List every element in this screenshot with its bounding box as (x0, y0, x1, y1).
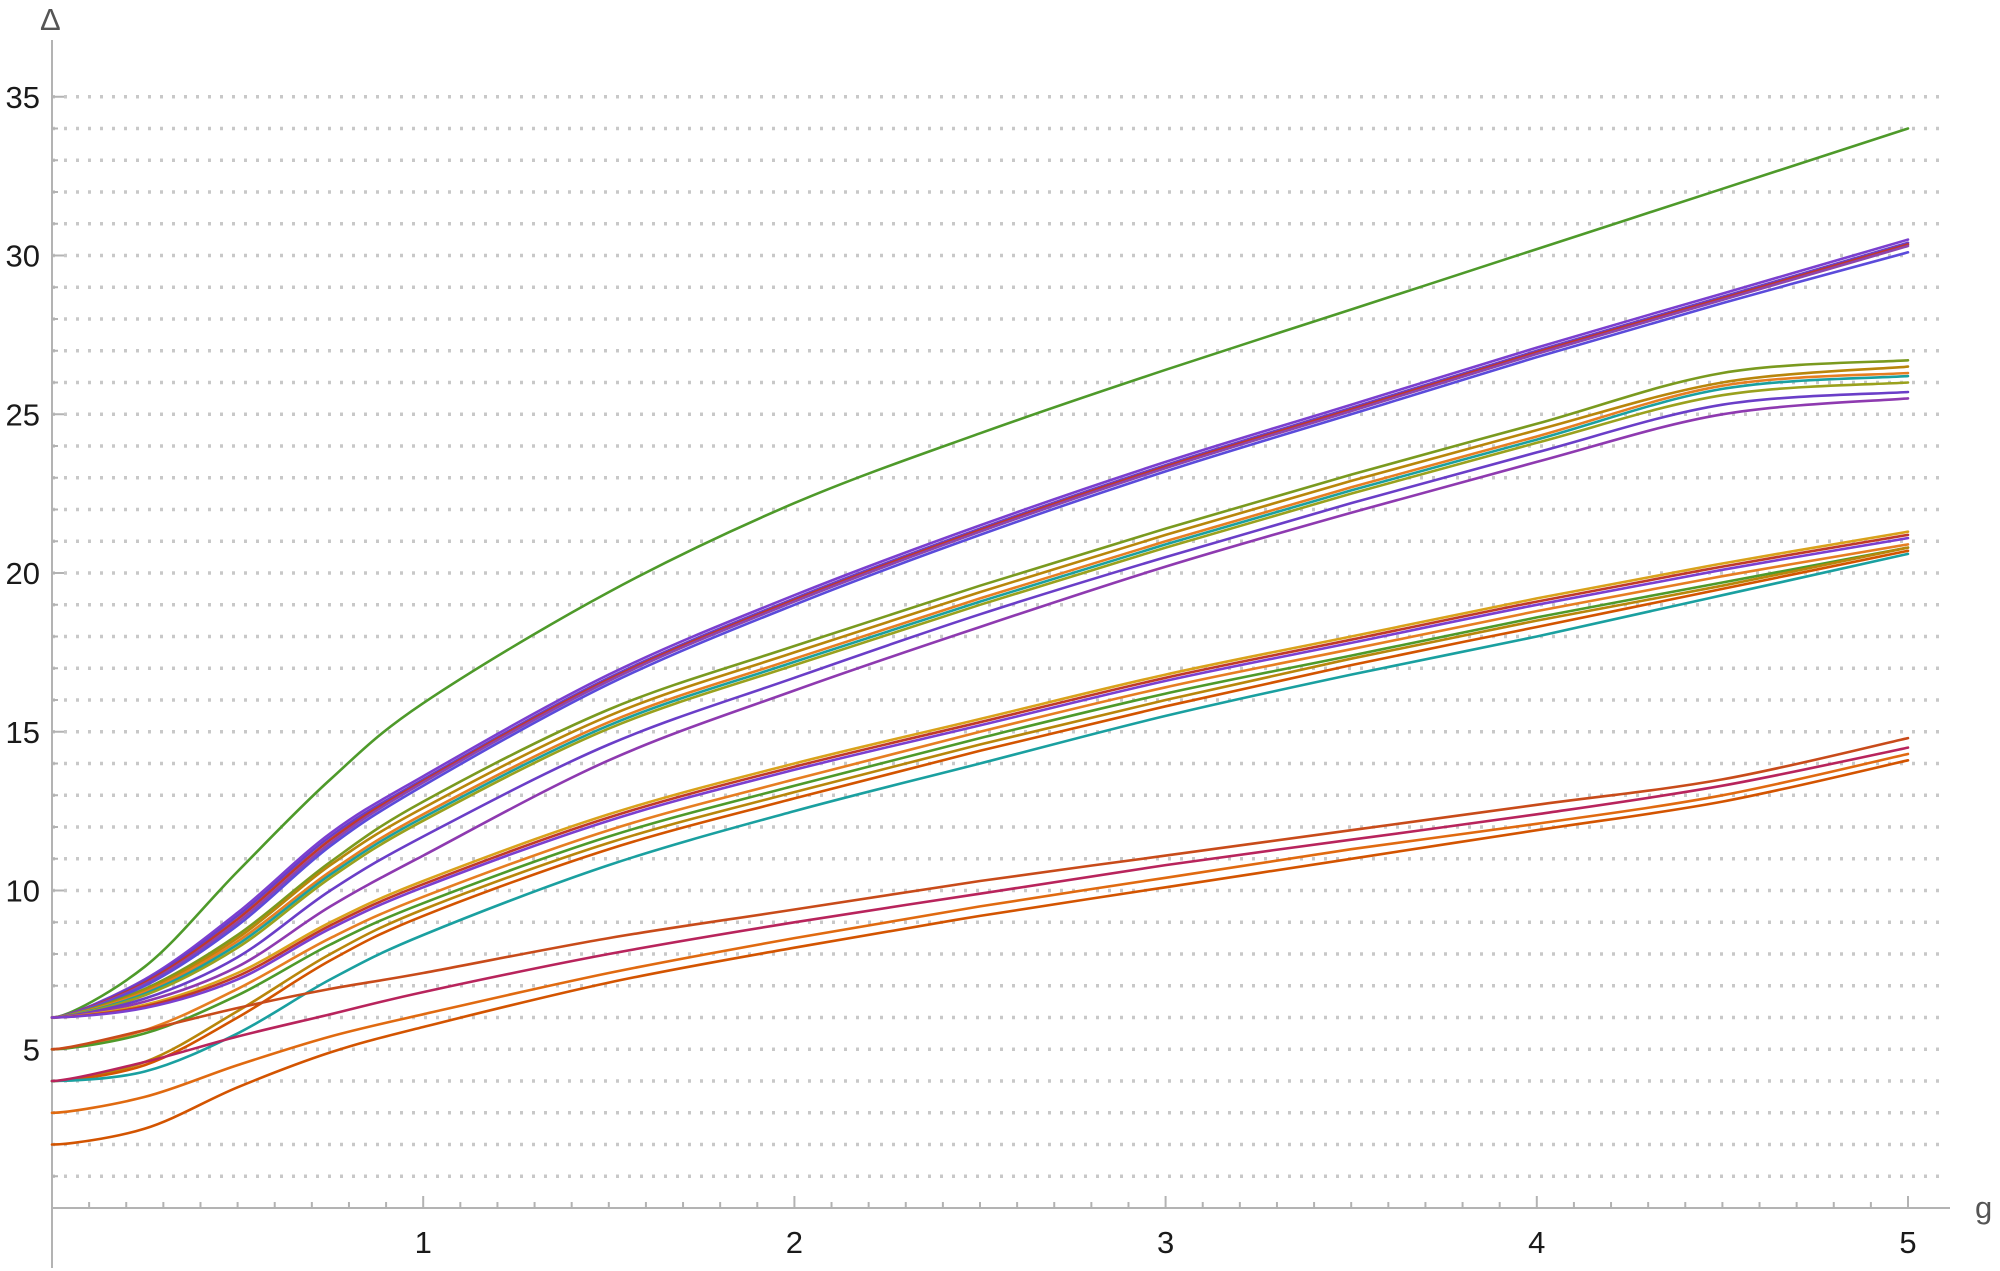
x-tick-label: 5 (1899, 1225, 1916, 1260)
y-tick-label: 5 (23, 1032, 40, 1067)
series-line (50, 536, 1910, 1019)
series-line (50, 543, 1910, 1051)
x-tick-label: 3 (1157, 1225, 1174, 1260)
series-line (50, 390, 1910, 1019)
series-line (50, 752, 1910, 1115)
series-line (50, 530, 1910, 1019)
y-tick-label: 10 (6, 874, 40, 909)
series-line (50, 549, 1910, 1083)
x-tick-label: 4 (1528, 1225, 1545, 1260)
y-ticks: 5 10 15 20 25 30 35 (6, 80, 64, 1178)
y-tick-label: 30 (6, 239, 40, 274)
series-lines (50, 127, 1910, 1146)
series-line (50, 374, 1910, 1019)
series-line (50, 533, 1910, 1019)
series-line (50, 359, 1910, 1019)
series-line (50, 365, 1910, 1019)
series-line (50, 243, 1910, 1019)
y-tick-label: 15 (6, 715, 40, 750)
series-line (50, 736, 1910, 1051)
x-tick-label: 1 (415, 1225, 432, 1260)
series-line (50, 251, 1910, 1019)
x-ticks: 1 2 3 4 5 (88, 1196, 1917, 1260)
series-line (50, 546, 1910, 1083)
series-line (50, 381, 1910, 1019)
series-line (50, 244, 1910, 1019)
axes (51, 40, 1950, 1268)
y-tick-label: 20 (6, 556, 40, 591)
y-tick-label: 35 (6, 80, 40, 115)
x-tick-label: 2 (786, 1225, 803, 1260)
series-line (50, 746, 1910, 1083)
series-line (50, 127, 1910, 1019)
grid-lines (52, 95, 1948, 1178)
series-line (50, 238, 1910, 1019)
series-line (50, 371, 1910, 1019)
series-line (50, 241, 1910, 1019)
y-tick-label: 25 (6, 397, 40, 432)
series-line (50, 397, 1910, 1019)
y-axis-label: Δ (40, 2, 61, 37)
series-line (50, 552, 1910, 1083)
x-axis-label: g (1975, 1190, 1992, 1225)
series-line (50, 546, 1910, 1051)
series-line (50, 759, 1910, 1146)
